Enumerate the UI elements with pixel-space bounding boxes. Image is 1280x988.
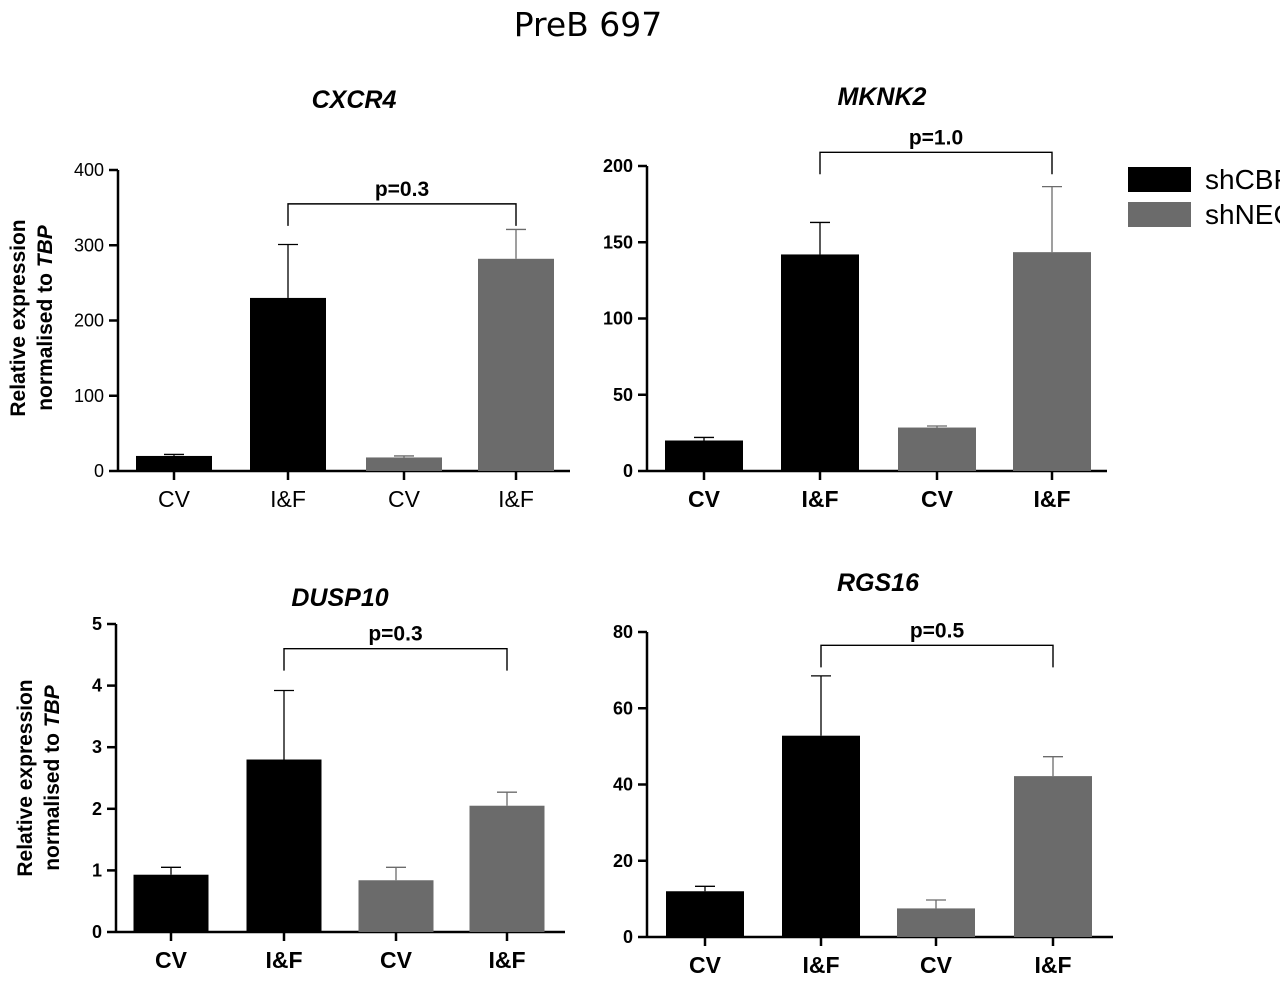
rgs16-significance-bracket	[820, 644, 1054, 668]
legend-swatch-shNEG	[1128, 202, 1191, 227]
cxcr4-ytick-label: 400	[74, 160, 104, 180]
figure-title: PreB 697	[514, 5, 663, 44]
dusp10-ytick-label: 0	[92, 922, 102, 942]
cxcr4-category-label-3: CV	[388, 486, 421, 512]
cxcr4-p-value: p=0.3	[375, 178, 429, 201]
dusp10-ylabel-line2: normalised to TBP	[41, 684, 64, 871]
dusp10-ytick-label: 1	[92, 860, 102, 880]
mknk2-ytick-label: 150	[603, 232, 633, 252]
dusp10-bar-1	[133, 874, 209, 932]
mknk2-significance-bracket	[819, 151, 1053, 175]
dusp10-ytick-label: 3	[92, 737, 102, 757]
rgs16-ytick-label: 60	[613, 698, 633, 718]
rgs16-ytick-label: 80	[613, 622, 633, 642]
mknk2-ytick-label: 100	[603, 309, 633, 329]
mknk2-category-label-4: I&F	[1033, 486, 1070, 512]
cxcr4-ytick-label: 200	[74, 311, 104, 331]
cxcr4-title: CXCR4	[312, 86, 397, 114]
mknk2-p-value: p=1.0	[909, 126, 963, 149]
cxcr4-significance-bracket	[287, 203, 517, 226]
rgs16-category-label-2: I&F	[802, 952, 839, 978]
cxcr4-ylabel-line2: normalised to TBP	[34, 224, 57, 411]
legend-swatch-shCBP	[1128, 167, 1191, 192]
cxcr4-bar-4	[478, 258, 554, 471]
rgs16-ytick-label: 0	[623, 927, 633, 947]
rgs16-bar-1	[666, 891, 744, 937]
chart-dusp10: DUSP10 Relative expression normalised to T…	[14, 584, 565, 973]
cxcr4-ytick-label: 300	[74, 235, 104, 255]
rgs16-ytick-label: 20	[613, 851, 633, 871]
dusp10-ytick-label: 2	[92, 799, 102, 819]
mknk2-category-label-2: I&F	[801, 486, 838, 512]
rgs16-category-label-3: CV	[920, 952, 953, 978]
mknk2-bar-1	[665, 440, 743, 471]
chart-rgs16: RGS16 0 20 40 60 80 CV I&F CV I&F p=0.5	[613, 569, 1113, 978]
cxcr4-category-label-1: CV	[158, 486, 191, 512]
rgs16-p-value: p=0.5	[910, 619, 965, 642]
rgs16-bar-4	[1014, 776, 1092, 937]
rgs16-category-label-4: I&F	[1034, 952, 1071, 978]
mknk2-category-label-3: CV	[921, 486, 954, 512]
mknk2-category-label-1: CV	[688, 486, 721, 512]
cxcr4-ylabel-line1: Relative expression	[7, 219, 30, 416]
dusp10-p-value: p=0.3	[368, 623, 422, 646]
mknk2-title: MKNK2	[838, 83, 927, 111]
mknk2-ytick-label: 50	[613, 385, 633, 405]
dusp10-bar-3	[358, 880, 434, 932]
mknk2-bar-2	[781, 254, 859, 471]
rgs16-category-label-1: CV	[689, 952, 722, 978]
legend-label-shCBP: shCBP	[1205, 164, 1280, 195]
dusp10-category-label-3: CV	[380, 947, 413, 973]
dusp10-ylabel-line1: Relative expression	[14, 679, 37, 876]
rgs16-ytick-label: 40	[613, 775, 633, 795]
cxcr4-category-label-4: I&F	[498, 486, 534, 512]
cxcr4-ytick-label: 0	[94, 461, 104, 481]
mknk2-bar-4	[1013, 252, 1091, 471]
mknk2-ytick-label: 0	[623, 461, 633, 481]
chart-cxcr4: CXCR4 Relative expression normalised to TB…	[7, 86, 570, 512]
chart-mknk2: MKNK2 0 50 100 150 200 CV I&F CV I&F p=1.0	[603, 83, 1107, 512]
dusp10-ytick-label: 4	[92, 676, 102, 696]
dusp10-bar-4	[469, 805, 545, 932]
dusp10-bar-2	[246, 759, 322, 932]
legend-label-shNEG: shNEG	[1205, 199, 1280, 230]
cxcr4-bar-3	[366, 457, 442, 471]
cxcr4-ytick-label: 100	[74, 386, 104, 406]
mknk2-bar-3	[898, 427, 976, 471]
rgs16-bar-2	[782, 735, 860, 937]
dusp10-title: DUSP10	[291, 584, 388, 612]
dusp10-category-label-1: CV	[155, 947, 188, 973]
dusp10-category-label-2: I&F	[265, 947, 302, 973]
legend: shCBP shNEG	[1128, 164, 1280, 230]
dusp10-category-label-4: I&F	[488, 947, 525, 973]
rgs16-bar-3	[897, 908, 975, 937]
dusp10-significance-bracket	[283, 647, 508, 671]
mknk2-ytick-label: 200	[603, 156, 633, 176]
rgs16-title: RGS16	[837, 569, 920, 597]
cxcr4-bar-1	[136, 455, 212, 471]
cxcr4-bar-2	[250, 297, 326, 471]
dusp10-ytick-label: 5	[92, 614, 102, 634]
cxcr4-category-label-2: I&F	[270, 486, 306, 512]
